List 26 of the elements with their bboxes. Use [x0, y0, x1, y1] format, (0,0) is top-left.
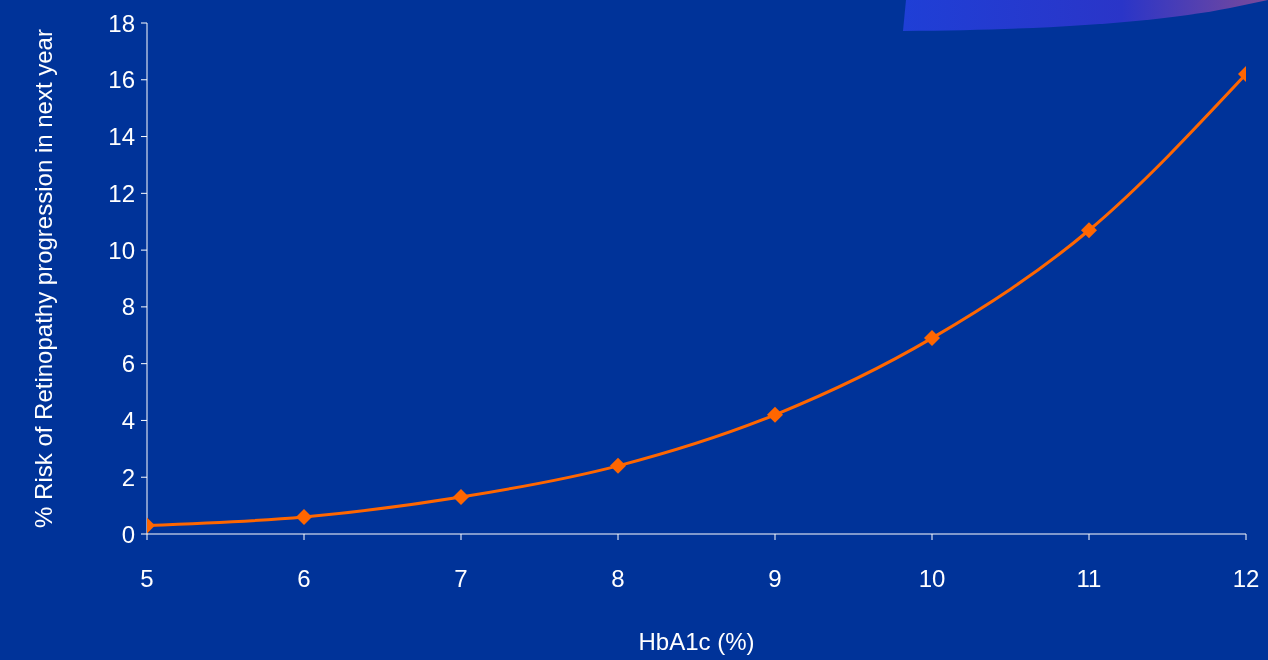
y-tick-label: 2	[121, 463, 135, 491]
x-tick-label: 7	[454, 565, 468, 593]
y-tick-label: 10	[108, 236, 135, 264]
point	[1081, 222, 1097, 239]
y-tick-label: 12	[108, 179, 135, 207]
point	[296, 508, 312, 525]
x-tick-label: 8	[611, 565, 625, 593]
x-tick-label: 12	[1232, 565, 1260, 593]
y-tick-label: 14	[108, 123, 135, 151]
y-tick-label: 4	[121, 406, 135, 434]
point	[924, 330, 940, 347]
x-tick-label: 11	[1076, 565, 1102, 593]
y-tick-label: 8	[121, 293, 135, 321]
x-tick-label: 6	[297, 565, 311, 593]
point	[767, 406, 783, 423]
point	[610, 457, 626, 474]
x-tick-label: 9	[768, 565, 782, 593]
x-tick-label: 5	[140, 565, 154, 593]
x-axis-title: HbA1c (%)	[638, 628, 755, 655]
y-tick-label: 18	[108, 9, 135, 37]
y-axis-title: % Risk of Retinopathy progression in next year	[30, 29, 57, 528]
point	[453, 489, 469, 506]
y-tick-label: 0	[121, 520, 135, 548]
y-tick-label: 16	[108, 66, 135, 94]
x-tick-label: 10	[918, 565, 946, 593]
y-tick-label: 6	[121, 350, 135, 378]
